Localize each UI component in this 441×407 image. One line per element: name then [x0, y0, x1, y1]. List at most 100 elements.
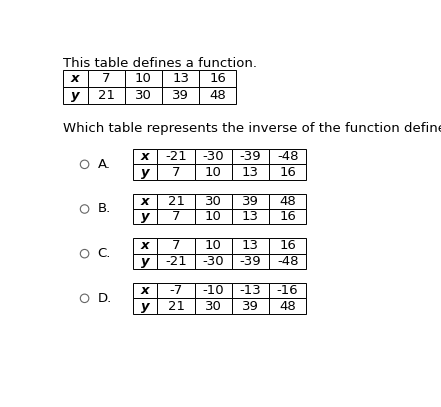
- Text: 39: 39: [242, 300, 259, 313]
- Bar: [133, 194, 157, 209]
- Bar: [232, 254, 269, 269]
- Text: x: x: [141, 195, 149, 208]
- Circle shape: [80, 205, 89, 213]
- Text: This table defines a function.: This table defines a function.: [63, 57, 257, 70]
- Bar: [269, 149, 306, 164]
- Text: -39: -39: [239, 255, 261, 268]
- Bar: [125, 70, 162, 88]
- Text: 7: 7: [172, 166, 180, 179]
- Text: -30: -30: [202, 150, 224, 163]
- Bar: [63, 70, 88, 88]
- Text: -48: -48: [277, 255, 299, 268]
- Text: 13: 13: [242, 210, 259, 223]
- Bar: [199, 88, 236, 104]
- Text: 13: 13: [242, 166, 259, 179]
- Bar: [232, 149, 269, 164]
- Bar: [133, 298, 157, 314]
- Circle shape: [80, 249, 89, 258]
- Bar: [162, 88, 199, 104]
- Text: -21: -21: [165, 150, 187, 163]
- Text: 16: 16: [209, 72, 226, 85]
- Text: y: y: [141, 166, 149, 179]
- Text: -10: -10: [202, 284, 224, 297]
- Text: -13: -13: [239, 284, 262, 297]
- Bar: [269, 298, 306, 314]
- Text: y: y: [141, 210, 149, 223]
- Bar: [232, 194, 269, 209]
- Bar: [269, 283, 306, 298]
- Text: 48: 48: [279, 300, 296, 313]
- Text: -48: -48: [277, 150, 299, 163]
- Bar: [133, 283, 157, 298]
- Bar: [88, 70, 125, 88]
- Bar: [269, 194, 306, 209]
- Text: 21: 21: [98, 89, 115, 102]
- Text: y: y: [141, 300, 149, 313]
- Bar: [133, 209, 157, 224]
- Bar: [133, 164, 157, 180]
- Text: -7: -7: [169, 284, 183, 297]
- Bar: [232, 238, 269, 254]
- Text: Which table represents the inverse of the function defined above?: Which table represents the inverse of th…: [63, 122, 441, 135]
- Bar: [157, 164, 194, 180]
- Bar: [194, 209, 232, 224]
- Bar: [162, 70, 199, 88]
- Bar: [194, 298, 232, 314]
- Text: 16: 16: [279, 239, 296, 252]
- Bar: [157, 238, 194, 254]
- Text: y: y: [141, 255, 149, 268]
- Bar: [133, 149, 157, 164]
- Bar: [133, 238, 157, 254]
- Bar: [269, 238, 306, 254]
- Bar: [157, 149, 194, 164]
- Text: 7: 7: [102, 72, 111, 85]
- Text: -16: -16: [277, 284, 299, 297]
- Text: 39: 39: [172, 89, 189, 102]
- Bar: [125, 88, 162, 104]
- Text: x: x: [141, 239, 149, 252]
- Text: 16: 16: [279, 210, 296, 223]
- Text: y: y: [71, 89, 79, 102]
- Text: D.: D.: [98, 292, 112, 305]
- Bar: [133, 254, 157, 269]
- Text: B.: B.: [98, 203, 111, 215]
- Bar: [194, 194, 232, 209]
- Bar: [269, 254, 306, 269]
- Bar: [157, 254, 194, 269]
- Text: 30: 30: [135, 89, 152, 102]
- Bar: [194, 164, 232, 180]
- Bar: [194, 283, 232, 298]
- Bar: [269, 164, 306, 180]
- Text: 48: 48: [209, 89, 226, 102]
- Bar: [269, 209, 306, 224]
- Circle shape: [80, 294, 89, 302]
- Bar: [157, 194, 194, 209]
- Text: C.: C.: [98, 247, 111, 260]
- Text: -30: -30: [202, 255, 224, 268]
- Bar: [232, 209, 269, 224]
- Text: 21: 21: [168, 195, 184, 208]
- Text: x: x: [71, 72, 79, 85]
- Text: 21: 21: [168, 300, 184, 313]
- Text: x: x: [141, 284, 149, 297]
- Text: A.: A.: [98, 158, 111, 171]
- Bar: [199, 70, 236, 88]
- Text: 16: 16: [279, 166, 296, 179]
- Text: 48: 48: [279, 195, 296, 208]
- Text: 30: 30: [205, 195, 222, 208]
- Circle shape: [80, 160, 89, 168]
- Text: 39: 39: [242, 195, 259, 208]
- Bar: [194, 149, 232, 164]
- Text: 10: 10: [135, 72, 152, 85]
- Text: -21: -21: [165, 255, 187, 268]
- Bar: [157, 283, 194, 298]
- Bar: [157, 209, 194, 224]
- Bar: [63, 88, 88, 104]
- Bar: [232, 298, 269, 314]
- Bar: [232, 283, 269, 298]
- Bar: [232, 164, 269, 180]
- Bar: [88, 88, 125, 104]
- Bar: [157, 298, 194, 314]
- Bar: [194, 238, 232, 254]
- Text: 10: 10: [205, 210, 222, 223]
